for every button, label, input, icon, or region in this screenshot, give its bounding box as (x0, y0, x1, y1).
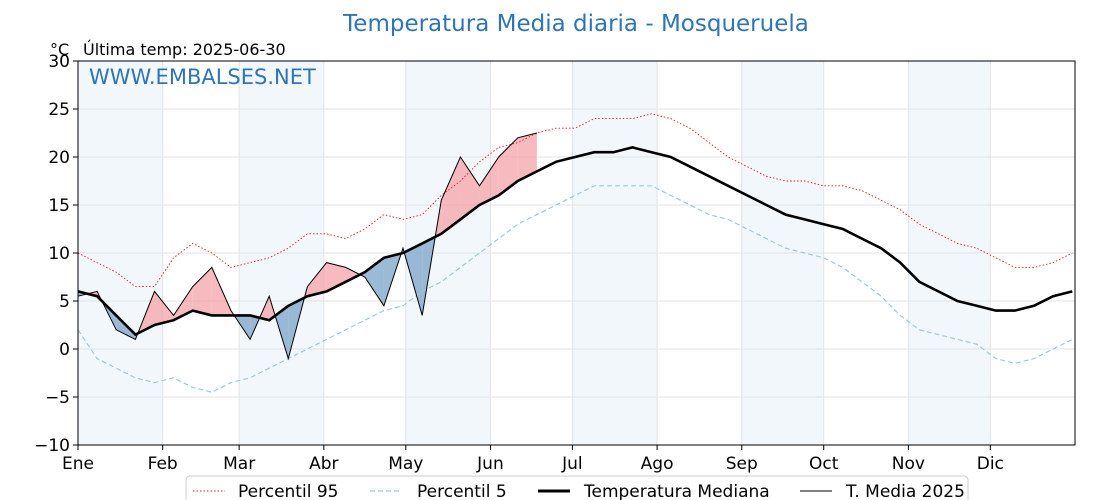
y-axis: 30 25 20 15 10 5 0 −5 −10 (34, 52, 78, 456)
anomaly-fill-above (498, 137, 518, 196)
watermark-text: WWW.EMBALSES.NET (89, 65, 316, 89)
y-tick-label: 20 (48, 148, 70, 168)
anomaly-fill-above (460, 157, 480, 220)
anomaly-fill-below (404, 243, 423, 316)
x-tick-label-dic: Dic (977, 454, 1004, 474)
y-tick-label: −10 (34, 436, 70, 456)
anomaly-fill-above (441, 157, 461, 234)
y-tick-label: 0 (59, 340, 70, 360)
legend: Percentil 95 Percentil 5 Temperatura Med… (185, 475, 969, 500)
anomaly-fill-above (479, 157, 499, 205)
anomaly-fill-above (345, 267, 361, 282)
series-line-2025 (77, 132, 538, 361)
anomaly-fill-below (275, 305, 289, 359)
series-line-percentil-95 (77, 113, 1073, 288)
y-tick-label: 5 (59, 292, 70, 312)
y-tick-label: 30 (48, 52, 70, 72)
anomaly-fill-above (192, 267, 212, 316)
series-line-mediana (77, 146, 1073, 337)
legend-label-median: Temperatura Mediana (583, 482, 770, 500)
y-tick-label: −5 (45, 388, 70, 408)
last-temp-label: Última temp: 2025-06-30 (83, 40, 286, 59)
legend-label-2025: T. Media 2025 (845, 482, 965, 500)
legend-box (185, 475, 969, 500)
chart-title: Temperatura Media diaria - Mosqueruela (342, 11, 809, 37)
x-tick-label-sep: Sep (726, 454, 758, 474)
anomaly-fill-above (517, 133, 537, 181)
anomaly-fill-above (326, 262, 346, 292)
anomaly-fill-above (154, 291, 174, 325)
x-tick-label-feb: Feb (148, 454, 178, 474)
series-lines (77, 113, 1073, 393)
x-tick-label-mar: Mar (223, 454, 255, 474)
x-tick-label-may: May (388, 454, 423, 474)
y-tick-label: 25 (48, 100, 70, 120)
unit-label: °C (50, 40, 69, 59)
y-tick-label: 10 (48, 244, 70, 264)
x-tick-label-jun: Jun (476, 454, 504, 474)
x-axis: Ene Feb Mar Abr May Jun Jul Ago Sep Oct Nov Dic (62, 445, 1004, 474)
y-tick-label: 15 (48, 196, 70, 216)
x-tick-label-ago: Ago (641, 454, 674, 474)
x-tick-label-jul: Jul (561, 454, 583, 474)
legend-label-p95: Percentil 95 (238, 482, 338, 500)
x-tick-label-oct: Oct (809, 454, 839, 474)
series-line-percentil-5 (77, 185, 1073, 393)
x-tick-label-nov: Nov (892, 454, 925, 474)
x-tick-label-abr: Abr (309, 454, 338, 474)
x-tick-label-ene: Ene (62, 454, 94, 474)
legend-label-p5: Percentil 5 (417, 482, 507, 500)
anomaly-fill-above (307, 262, 327, 297)
